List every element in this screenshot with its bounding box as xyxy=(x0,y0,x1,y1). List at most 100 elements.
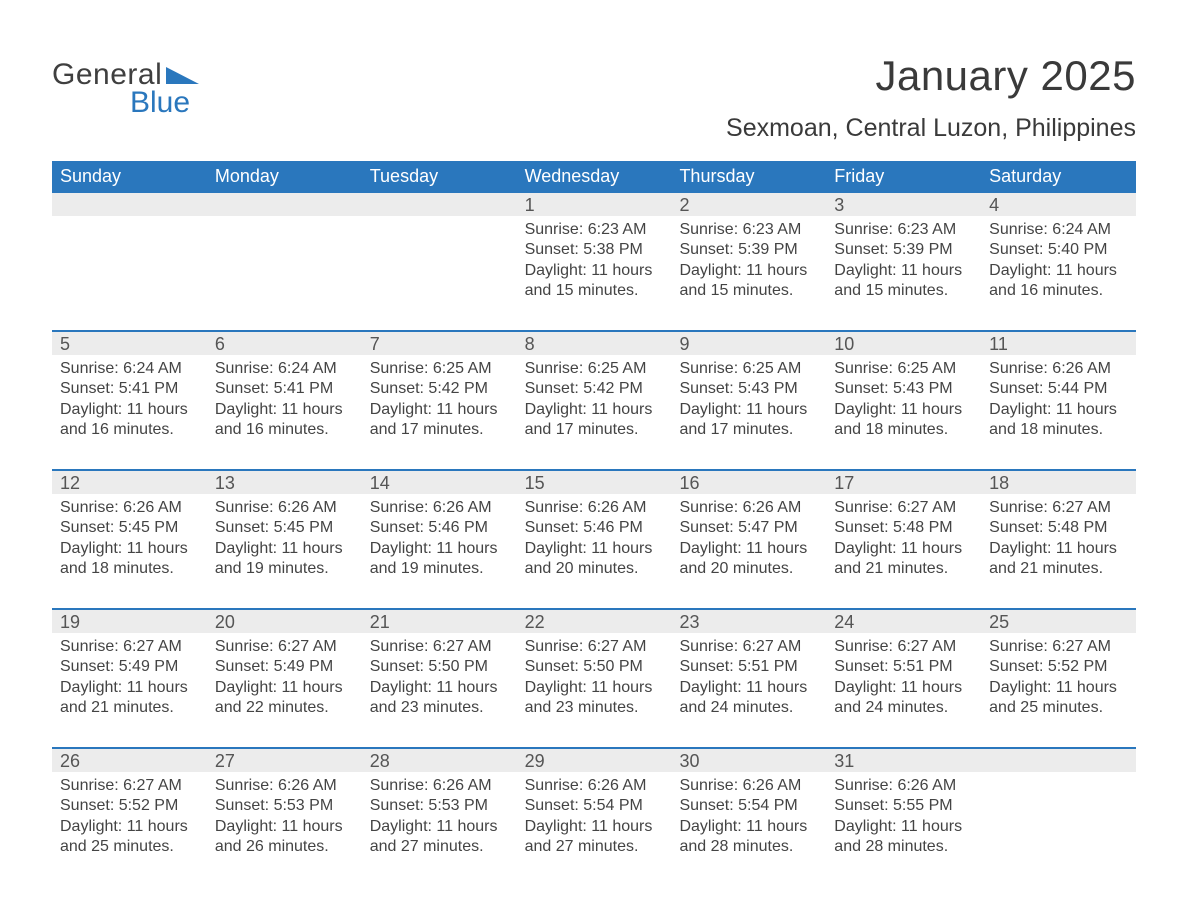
day-name: Monday xyxy=(207,161,362,193)
sunrise-text: Sunrise: 6:25 AM xyxy=(679,359,818,379)
sunrise-text: Sunrise: 6:23 AM xyxy=(834,220,973,240)
sunrise-text: Sunrise: 6:27 AM xyxy=(525,637,664,657)
sunset-text: Sunset: 5:42 PM xyxy=(370,379,509,399)
day-number: 2 xyxy=(671,193,826,216)
day-number-row: 19202122232425 xyxy=(52,608,1136,633)
day-name: Thursday xyxy=(671,161,826,193)
sunrise-text: Sunrise: 6:27 AM xyxy=(989,498,1128,518)
top-row: General Blue January 2025 Sexmoan, Centr… xyxy=(52,52,1136,143)
day-cell: Sunrise: 6:26 AMSunset: 5:54 PMDaylight:… xyxy=(671,772,826,872)
sunset-text: Sunset: 5:39 PM xyxy=(679,240,818,260)
sunrise-text: Sunrise: 6:24 AM xyxy=(989,220,1128,240)
daylight-text: Daylight: 11 hours and 15 minutes. xyxy=(525,261,664,302)
day-cell: Sunrise: 6:27 AMSunset: 5:48 PMDaylight:… xyxy=(981,494,1136,594)
day-name: Tuesday xyxy=(362,161,517,193)
day-body-row: Sunrise: 6:24 AMSunset: 5:41 PMDaylight:… xyxy=(52,355,1136,455)
day-body-row: Sunrise: 6:27 AMSunset: 5:52 PMDaylight:… xyxy=(52,772,1136,872)
day-number: 14 xyxy=(362,471,517,494)
day-number-row: 1234 xyxy=(52,193,1136,216)
day-number: 1 xyxy=(517,193,672,216)
day-number: 5 xyxy=(52,332,207,355)
sunrise-text: Sunrise: 6:24 AM xyxy=(60,359,199,379)
day-cell: Sunrise: 6:27 AMSunset: 5:50 PMDaylight:… xyxy=(362,633,517,733)
logo-triangle-icon xyxy=(166,65,200,85)
sunrise-text: Sunrise: 6:27 AM xyxy=(834,637,973,657)
daylight-text: Daylight: 11 hours and 17 minutes. xyxy=(525,400,664,441)
sunrise-text: Sunrise: 6:27 AM xyxy=(679,637,818,657)
day-number: 7 xyxy=(362,332,517,355)
day-cell: Sunrise: 6:27 AMSunset: 5:52 PMDaylight:… xyxy=(981,633,1136,733)
day-number: 29 xyxy=(517,749,672,772)
day-cell: Sunrise: 6:27 AMSunset: 5:52 PMDaylight:… xyxy=(52,772,207,872)
location-subtitle: Sexmoan, Central Luzon, Philippines xyxy=(726,114,1136,143)
brand-logo: General Blue xyxy=(52,58,200,120)
sunset-text: Sunset: 5:46 PM xyxy=(370,518,509,538)
daylight-text: Daylight: 11 hours and 26 minutes. xyxy=(215,817,354,858)
day-cell: Sunrise: 6:23 AMSunset: 5:39 PMDaylight:… xyxy=(671,216,826,316)
daylight-text: Daylight: 11 hours and 25 minutes. xyxy=(60,817,199,858)
day-number: 21 xyxy=(362,610,517,633)
day-number: 18 xyxy=(981,471,1136,494)
day-cell xyxy=(981,772,1136,872)
day-cell: Sunrise: 6:26 AMSunset: 5:46 PMDaylight:… xyxy=(517,494,672,594)
day-cell: Sunrise: 6:24 AMSunset: 5:40 PMDaylight:… xyxy=(981,216,1136,316)
day-cell: Sunrise: 6:25 AMSunset: 5:43 PMDaylight:… xyxy=(671,355,826,455)
sunset-text: Sunset: 5:50 PM xyxy=(525,657,664,677)
day-cell: Sunrise: 6:23 AMSunset: 5:38 PMDaylight:… xyxy=(517,216,672,316)
daylight-text: Daylight: 11 hours and 27 minutes. xyxy=(525,817,664,858)
day-number: 27 xyxy=(207,749,362,772)
day-body-row: Sunrise: 6:27 AM Sunset: 5:49 PMDaylight:… xyxy=(52,633,1136,733)
daylight-text: Daylight: 11 hours and 21 minutes. xyxy=(60,678,199,719)
sunset-text: Sunset: 5:43 PM xyxy=(834,379,973,399)
day-number: 6 xyxy=(207,332,362,355)
sunset-text: Sunset: 5:50 PM xyxy=(370,657,509,677)
sunrise-text: Sunrise: 6:25 AM xyxy=(525,359,664,379)
daylight-text: Daylight: 11 hours and 18 minutes. xyxy=(989,400,1128,441)
day-name: Wednesday xyxy=(517,161,672,193)
week-block: 12131415161718Sunrise: 6:26 AMSunset: 5:… xyxy=(52,469,1136,594)
day-number-row: 262728293031 xyxy=(52,747,1136,772)
sunset-text: Sunset: 5:42 PM xyxy=(525,379,664,399)
daylight-text: Daylight: 11 hours and 20 minutes. xyxy=(679,539,818,580)
sunrise-text: Sunrise: 6:26 AM xyxy=(525,776,664,796)
title-block: January 2025 Sexmoan, Central Luzon, Phi… xyxy=(726,52,1136,143)
day-number: 26 xyxy=(52,749,207,772)
day-cell: Sunrise: 6:25 AMSunset: 5:42 PMDaylight:… xyxy=(517,355,672,455)
day-number: 19 xyxy=(52,610,207,633)
day-number: 22 xyxy=(517,610,672,633)
day-cell: Sunrise: 6:26 AMSunset: 5:45 PMDaylight:… xyxy=(52,494,207,594)
daylight-text: Daylight: 11 hours and 27 minutes. xyxy=(370,817,509,858)
sunrise-text: Sunrise: 6:23 AM xyxy=(679,220,818,240)
daylight-text: Daylight: 11 hours and 28 minutes. xyxy=(834,817,973,858)
daylight-text: Daylight: 11 hours and 17 minutes. xyxy=(370,400,509,441)
day-number: 8 xyxy=(517,332,672,355)
day-number: 28 xyxy=(362,749,517,772)
sunrise-text: Sunrise: 6:26 AM xyxy=(215,776,354,796)
week-block: 262728293031Sunrise: 6:27 AMSunset: 5:52… xyxy=(52,747,1136,872)
daylight-text: Daylight: 11 hours and 21 minutes. xyxy=(989,539,1128,580)
sunset-text: Sunset: 5:45 PM xyxy=(215,518,354,538)
day-number: 24 xyxy=(826,610,981,633)
sunset-text: Sunset: 5:52 PM xyxy=(60,796,199,816)
sunset-text: Sunset: 5:49 PM xyxy=(60,657,199,677)
sunrise-text: Sunrise: 6:25 AM xyxy=(370,359,509,379)
sunset-text: Sunset: 5:53 PM xyxy=(215,796,354,816)
sunrise-text: Sunrise: 6:26 AM xyxy=(834,776,973,796)
sunrise-text: Sunrise: 6:26 AM xyxy=(679,776,818,796)
week-block: 19202122232425Sunrise: 6:27 AMSunset: 5:… xyxy=(52,608,1136,733)
day-name: Saturday xyxy=(981,161,1136,193)
day-cell: Sunrise: 6:27 AMSunset: 5:49 PMDaylight:… xyxy=(52,633,207,733)
sunrise-text: Sunrise: 6:26 AM xyxy=(679,498,818,518)
day-cell: Sunrise: 6:27 AMSunset: 5:50 PMDaylight:… xyxy=(517,633,672,733)
sunset-text: Sunset: 5:54 PM xyxy=(525,796,664,816)
week-block: 1234Sunrise: 6:23 AMSunset: 5:38 PMDayli… xyxy=(52,193,1136,316)
sunrise-text: Sunrise: 6:27 AM xyxy=(370,637,509,657)
daylight-text: Daylight: 11 hours and 16 minutes. xyxy=(989,261,1128,302)
daylight-text: Daylight: 11 hours and 28 minutes. xyxy=(679,817,818,858)
day-cell: Sunrise: 6:27 AMSunset: 5:49 PMDaylight:… xyxy=(207,633,362,733)
day-number: 13 xyxy=(207,471,362,494)
day-cell: Sunrise: 6:23 AMSunset: 5:39 PMDaylight:… xyxy=(826,216,981,316)
day-number xyxy=(981,749,1136,772)
daylight-text: Daylight: 11 hours and 18 minutes. xyxy=(60,539,199,580)
daylight-text: Daylight: 11 hours and 19 minutes. xyxy=(215,539,354,580)
